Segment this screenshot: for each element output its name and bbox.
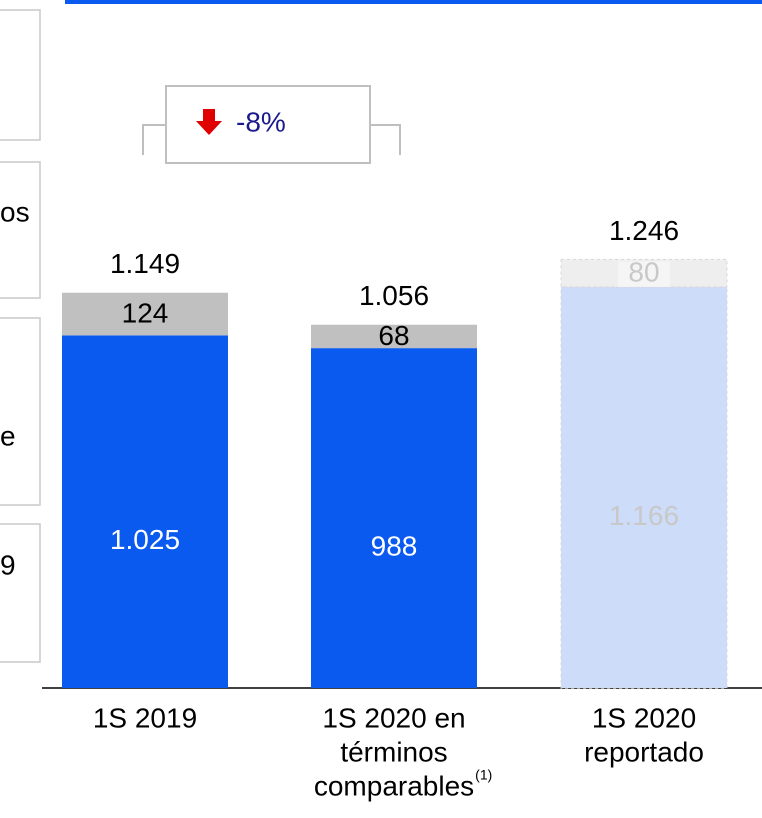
side-boxes (0, 9, 41, 663)
label-bg (618, 261, 670, 287)
side-fragment: 9 (0, 549, 16, 580)
value-label: 80 (628, 257, 659, 288)
x-tick-label: 1S 2020 en (322, 702, 465, 733)
total-label: 1.246 (609, 215, 679, 246)
side-fragment: e (0, 420, 16, 451)
x-tick-label: términos (340, 736, 447, 767)
bar-segment (62, 292, 228, 336)
bar-segment (560, 286, 728, 689)
value-label: 1.166 (609, 500, 679, 531)
value-label: 988 (371, 530, 418, 561)
down-arrow (196, 109, 222, 135)
bar-segment (311, 324, 477, 349)
value-label: 68 (378, 320, 409, 351)
x-tick-label: 1S 2020 (592, 702, 696, 733)
annotation: -8% (236, 106, 286, 137)
bar-segment (62, 335, 228, 688)
header-rule (65, 0, 762, 4)
x-tick-label: 1S 2019 (93, 702, 197, 733)
value-label: 124 (122, 297, 169, 328)
bar-segment (311, 348, 477, 688)
total-label: 1.056 (359, 280, 429, 311)
x-tick-label: comparables (314, 770, 474, 801)
x-tick-label: reportado (584, 736, 704, 767)
side-fragment: os (0, 196, 30, 227)
value-label: 1.025 (110, 524, 180, 555)
total-label: 1.149 (110, 248, 180, 279)
footnote-mark: (1) (475, 767, 492, 783)
